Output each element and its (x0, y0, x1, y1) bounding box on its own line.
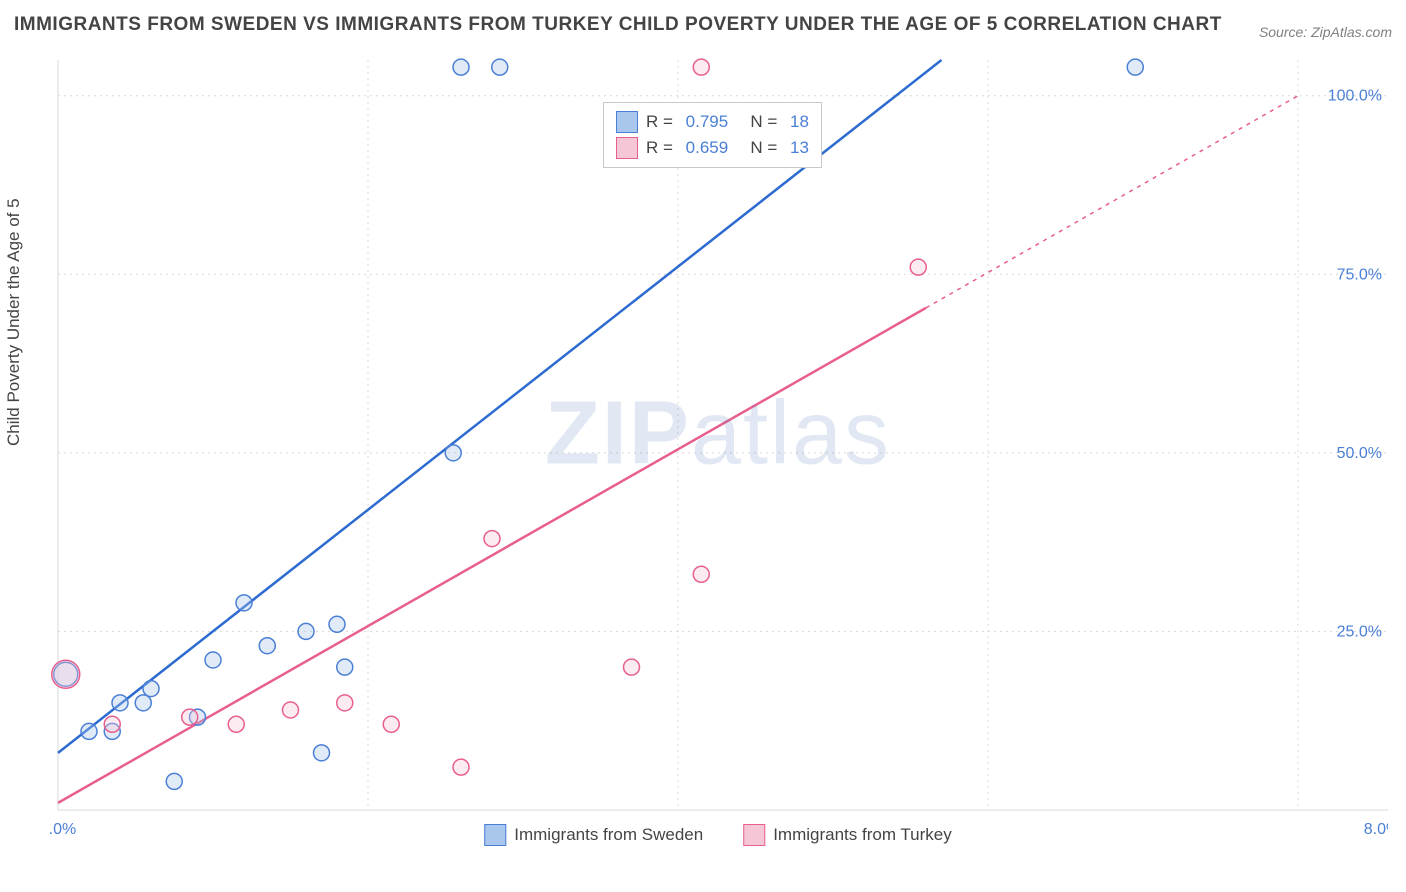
series-legend-item: Immigrants from Turkey (743, 824, 952, 846)
legend-r-value: 0.659 (686, 138, 729, 158)
series-legend-label: Immigrants from Turkey (773, 825, 952, 845)
data-point (453, 59, 469, 75)
data-point (135, 695, 151, 711)
plot-area: 25.0%50.0%75.0%100.0%0.0%8.0% ZIPatlas R… (48, 50, 1388, 850)
correlation-legend: R = 0.795 N = 18R = 0.659 N = 13 (603, 102, 822, 168)
data-point (52, 660, 80, 688)
legend-n-value: 13 (790, 138, 809, 158)
data-point (283, 702, 299, 718)
correlation-legend-row: R = 0.659 N = 13 (616, 135, 809, 161)
data-point (693, 566, 709, 582)
data-point (453, 759, 469, 775)
data-point (484, 531, 500, 547)
data-point (182, 709, 198, 725)
data-point (228, 716, 244, 732)
chart-svg: 25.0% 50.0% 75.0% 100.0% 0.0% 8.0% (48, 50, 1388, 850)
data-point (81, 723, 97, 739)
legend-n-value: 18 (790, 112, 809, 132)
trend-line (58, 308, 926, 803)
data-point (205, 652, 221, 668)
legend-r-label: R = (646, 112, 678, 132)
data-point (1127, 59, 1143, 75)
data-point (166, 773, 182, 789)
x-tick-label: 8.0% (1364, 821, 1388, 838)
y-tick-label: 75.0% (1337, 266, 1382, 283)
data-point (143, 681, 159, 697)
data-point (104, 716, 120, 732)
legend-n-label: N = (736, 112, 782, 132)
data-point (329, 616, 345, 632)
legend-r-value: 0.795 (686, 112, 729, 132)
trend-line-dashed (926, 96, 1298, 308)
legend-swatch (484, 824, 506, 846)
data-point (314, 745, 330, 761)
data-point (445, 445, 461, 461)
data-point (492, 59, 508, 75)
data-point (259, 638, 275, 654)
data-point (298, 623, 314, 639)
series-legend-label: Immigrants from Sweden (514, 825, 703, 845)
legend-swatch (743, 824, 765, 846)
series-legend: Immigrants from Sweden Immigrants from Tu… (474, 820, 962, 850)
chart-title: IMMIGRANTS FROM SWEDEN VS IMMIGRANTS FRO… (14, 14, 1222, 36)
data-point (383, 716, 399, 732)
y-tick-label: 100.0% (1328, 88, 1382, 105)
data-point (910, 259, 926, 275)
data-point (236, 595, 252, 611)
data-point (337, 659, 353, 675)
correlation-legend-row: R = 0.795 N = 18 (616, 109, 809, 135)
y-axis-label: Child Poverty Under the Age of 5 (4, 198, 24, 446)
legend-swatch (616, 111, 638, 133)
legend-r-label: R = (646, 138, 678, 158)
series-legend-item: Immigrants from Sweden (484, 824, 703, 846)
data-point (624, 659, 640, 675)
y-tick-label: 25.0% (1337, 623, 1382, 640)
source-attribution: Source: ZipAtlas.com (1259, 24, 1392, 40)
legend-n-label: N = (736, 138, 782, 158)
data-point (112, 695, 128, 711)
data-point (337, 695, 353, 711)
legend-swatch (616, 137, 638, 159)
x-tick-label: 0.0% (48, 821, 76, 838)
data-point (693, 59, 709, 75)
y-tick-label: 50.0% (1337, 445, 1382, 462)
